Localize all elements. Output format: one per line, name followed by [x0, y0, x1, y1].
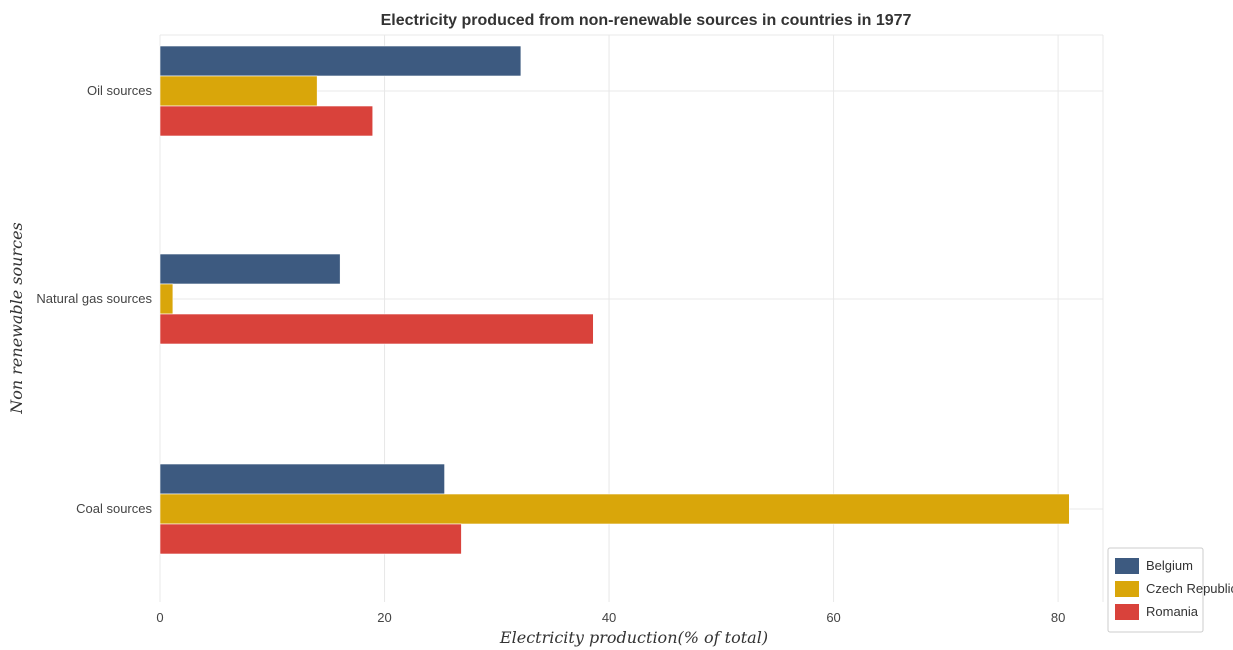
x-axis-label: Electricity production(% of total)	[499, 628, 768, 647]
bar-belgium	[159, 253, 341, 285]
x-tick-label: 40	[602, 610, 616, 625]
legend-swatch	[1115, 581, 1139, 597]
x-tick-label: 20	[377, 610, 391, 625]
legend-label: Belgium	[1146, 558, 1193, 573]
y-axis-label: Non renewable sources	[7, 222, 26, 415]
bars	[159, 45, 1070, 555]
bar-belgium	[159, 45, 522, 77]
legend-swatch	[1115, 558, 1139, 574]
plot-area: Coal sources Natural gas sources Oil sourc…	[36, 34, 1104, 625]
x-tick-label: 0	[156, 610, 163, 625]
bar-belgium	[159, 463, 445, 495]
bar-czech-republic	[159, 493, 1070, 525]
bar-czech-republic	[159, 283, 174, 315]
bar-romania	[159, 523, 462, 555]
bar-romania	[159, 105, 374, 137]
y-tick-labels: Coal sources Natural gas sources Oil sourc…	[36, 83, 152, 516]
legend: Belgium Czech Republic Romania	[1107, 547, 1233, 633]
legend-swatch	[1115, 604, 1139, 620]
y-tick-label: Oil sources	[87, 83, 153, 98]
bar-czech-republic	[159, 75, 318, 107]
chart-title: Electricity produced from non-renewable …	[381, 12, 912, 29]
x-tick-labels: 0 20 40 60 80	[156, 610, 1065, 625]
legend-label: Romania	[1146, 604, 1199, 619]
y-tick-label: Natural gas sources	[36, 291, 152, 306]
legend-label: Czech Republic	[1146, 581, 1233, 596]
x-tick-label: 80	[1051, 610, 1065, 625]
y-tick-label: Coal sources	[76, 501, 152, 516]
x-tick-label: 60	[826, 610, 840, 625]
bar-romania	[159, 313, 594, 345]
